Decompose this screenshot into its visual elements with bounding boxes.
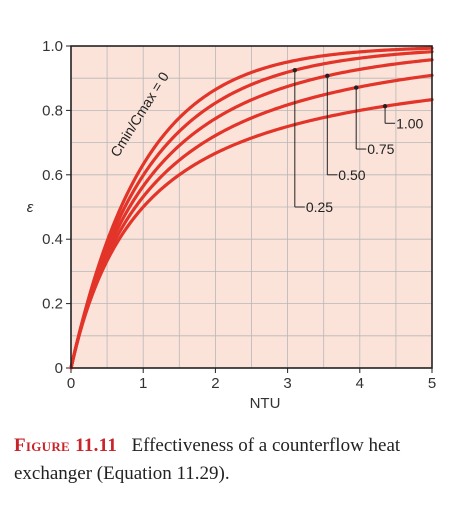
curve-0.75: [69, 73, 434, 370]
x-tick-label: 0: [67, 375, 75, 392]
effectiveness-chart: 0 0.2 0.4 0.6 0.8 1.0 0 1 2 3 4 5 0.25 0.500.751.00…: [27, 38, 436, 412]
y-axis-label: ε: [27, 199, 34, 216]
callout-label: 1.00: [396, 115, 423, 131]
y-tick-label: 0.2: [42, 296, 63, 313]
figure-caption: Figure 11.11 Effectiveness of a counterf…: [14, 432, 444, 488]
callout-label: 0.50: [338, 167, 365, 183]
y-tick-label: 1.0: [42, 38, 63, 55]
plot-frame: [70, 45, 433, 369]
curves: [69, 46, 434, 370]
figure-caption-text: Effectiveness of a counterflow heat exch…: [14, 435, 401, 484]
curve-0: [69, 46, 434, 370]
x-axis-label: NTU: [250, 395, 281, 412]
callout-label: 0.75: [367, 141, 394, 157]
y-tick-label: 0: [55, 360, 63, 377]
figure-label: Figure 11.11: [14, 435, 118, 456]
x-tick-label: 5: [428, 375, 436, 392]
y-tick-label: 0.4: [42, 231, 63, 248]
callout-label: 0.25: [306, 199, 333, 215]
y-tick-label: 0.8: [42, 102, 63, 119]
x-tick-label: 2: [211, 375, 219, 392]
curve-0.50: [69, 58, 434, 370]
x-tick-label: 1: [139, 375, 147, 392]
x-tick-label: 4: [356, 375, 364, 392]
x-tick-label: 3: [283, 375, 291, 392]
y-tick-label: 0.6: [42, 167, 63, 184]
y-ticks: 0 0.2 0.4 0.6 0.8 1.0: [42, 38, 71, 377]
x-ticks: 0 1 2 3 4 5: [67, 368, 436, 392]
grid-lines: [71, 46, 432, 368]
curve-1.00: [69, 98, 434, 370]
curve-0.25: [69, 50, 434, 370]
callouts: 0.25 0.500.751.00: [292, 68, 424, 215]
